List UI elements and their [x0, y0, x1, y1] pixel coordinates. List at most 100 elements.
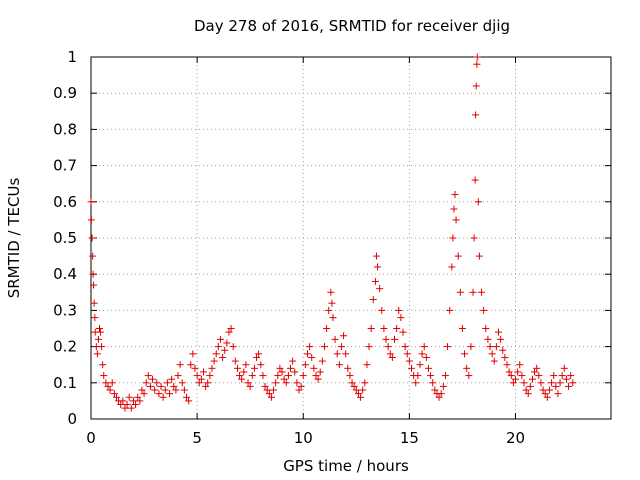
data-point — [395, 306, 403, 314]
data-point — [531, 368, 539, 376]
data-point — [108, 379, 116, 387]
data-point — [337, 343, 345, 351]
data-point — [556, 379, 564, 387]
data-point — [320, 343, 328, 351]
data-point — [308, 353, 316, 361]
data-point — [325, 306, 333, 314]
x-axis-label: GPS time / hours — [283, 457, 409, 475]
data-point — [363, 361, 371, 369]
data-point — [176, 361, 184, 369]
x-tick-label: 10 — [294, 429, 313, 447]
data-point — [297, 382, 305, 390]
data-point — [204, 379, 212, 387]
data-point — [146, 382, 154, 390]
data-point — [263, 386, 271, 394]
data-point — [416, 361, 424, 369]
data-point — [140, 390, 148, 398]
data-point — [528, 375, 536, 383]
data-point — [509, 379, 517, 387]
data-point — [104, 382, 112, 390]
data-point — [216, 335, 224, 343]
data-point — [365, 343, 373, 351]
data-point — [444, 343, 452, 351]
data-point — [541, 390, 549, 398]
y-tick-label: 0 — [67, 410, 77, 428]
data-point — [314, 375, 322, 383]
data-point — [473, 60, 481, 68]
data-point — [287, 364, 295, 372]
data-point — [558, 372, 566, 380]
data-point — [450, 205, 458, 213]
data-point — [472, 82, 480, 90]
chart-title: Day 278 of 2016, SRMTID for receiver dji… — [194, 17, 510, 35]
data-point — [134, 393, 142, 401]
data-point — [449, 234, 457, 242]
data-point — [328, 299, 336, 307]
data-point — [206, 372, 214, 380]
data-point — [233, 364, 241, 372]
data-point — [535, 372, 543, 380]
data-point — [499, 346, 507, 354]
data-point — [323, 325, 331, 332]
data-point — [276, 364, 284, 372]
data-point — [382, 335, 390, 343]
y-tick-labels: 0 0.1 0.2 0.3 0.4 0.5 0.6 0.7 0.8 0.9 1 — [53, 48, 77, 428]
data-point — [112, 393, 120, 401]
data-point — [418, 350, 426, 358]
data-point — [431, 386, 439, 394]
y-axis-label: SRMTID / TECUs — [5, 178, 23, 299]
data-point — [327, 288, 335, 296]
data-point — [384, 343, 392, 351]
data-point — [180, 386, 188, 394]
data-point — [257, 361, 265, 369]
data-point — [197, 375, 205, 383]
data-point — [166, 390, 174, 398]
data-point — [497, 335, 505, 343]
data-point — [454, 252, 462, 260]
data-point — [88, 234, 96, 242]
data-point — [185, 397, 193, 405]
data-point — [123, 401, 131, 409]
data-point — [520, 379, 528, 387]
data-point — [469, 288, 477, 296]
y-tick-label: 0.2 — [53, 338, 77, 356]
data-point — [149, 375, 157, 383]
data-point — [274, 372, 282, 380]
data-point — [486, 343, 494, 351]
data-point — [244, 379, 252, 387]
data-point — [548, 379, 556, 387]
data-point — [102, 379, 110, 387]
data-point — [376, 285, 384, 293]
data-point — [138, 386, 146, 394]
data-point — [367, 325, 375, 332]
data-point — [242, 361, 250, 369]
data-point — [178, 379, 186, 387]
data-point — [424, 364, 432, 372]
x-tick-label: 5 — [192, 429, 202, 447]
data-point — [172, 386, 180, 394]
data-point — [422, 353, 430, 361]
data-point — [100, 372, 108, 380]
data-point — [142, 379, 150, 387]
data-point — [391, 335, 399, 343]
data-point — [299, 372, 307, 380]
data-point — [168, 375, 176, 383]
data-point — [346, 372, 354, 380]
data-point — [448, 263, 456, 271]
data-point — [342, 350, 350, 358]
data-point — [253, 353, 261, 361]
data-point — [208, 364, 216, 372]
data-point — [441, 372, 449, 380]
data-point — [435, 393, 443, 401]
data-point — [335, 361, 343, 369]
data-point — [465, 372, 473, 380]
data-point — [161, 386, 169, 394]
data-points — [87, 53, 577, 412]
data-point — [399, 328, 407, 336]
data-point — [89, 270, 97, 278]
data-point — [565, 382, 573, 390]
data-point — [369, 296, 377, 304]
data-point — [401, 343, 409, 351]
data-point — [484, 335, 492, 343]
data-point — [439, 382, 447, 390]
